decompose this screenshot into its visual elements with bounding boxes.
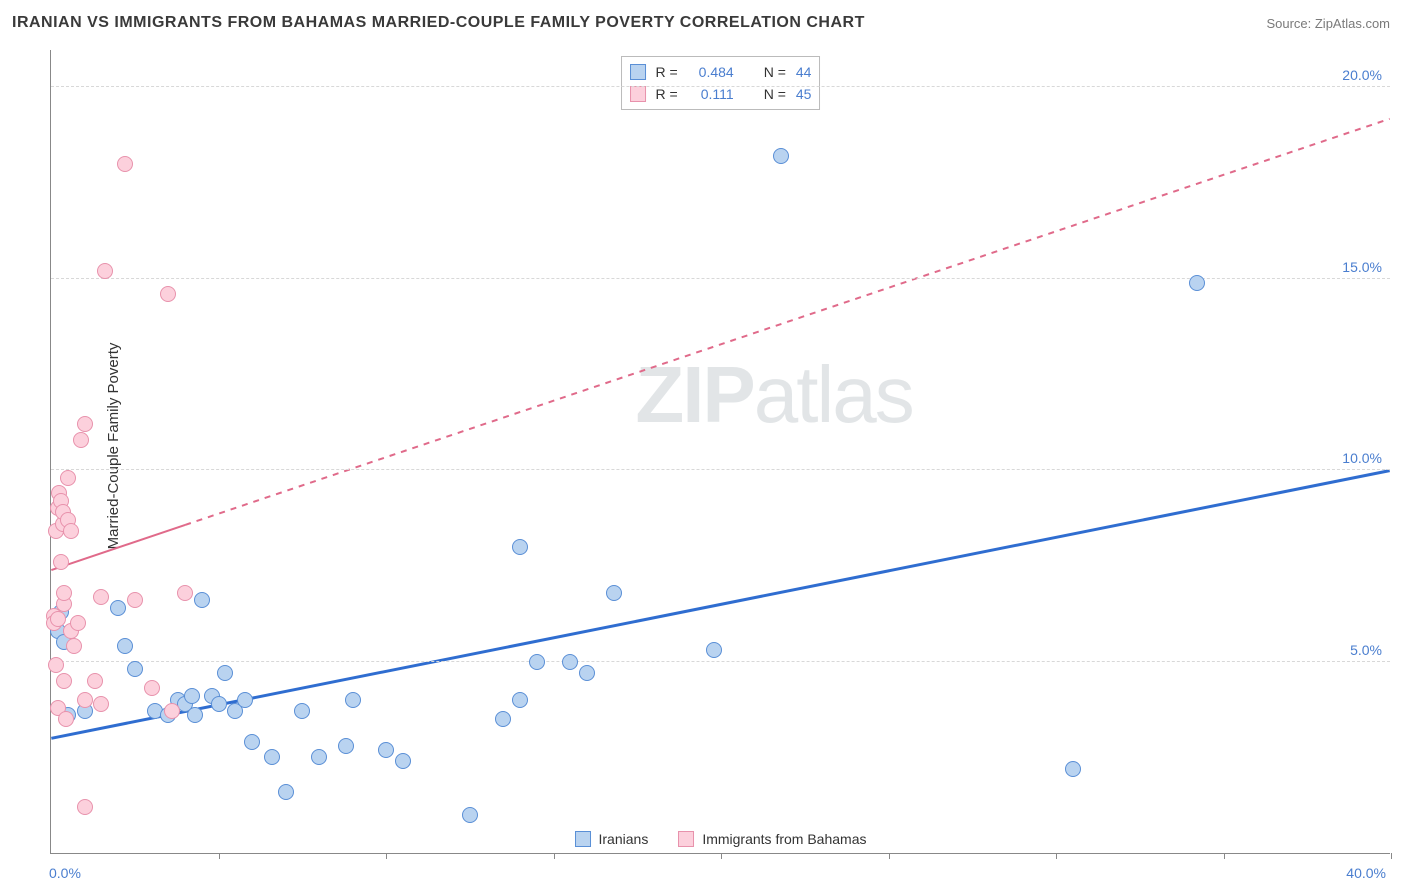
y-tick-label: 5.0% [1350,642,1382,658]
gridline [51,469,1390,470]
data-point-bahamas [77,416,93,432]
chart-title: IRANIAN VS IMMIGRANTS FROM BAHAMAS MARRI… [12,14,865,32]
data-point-iranians [512,692,528,708]
data-point-iranians [512,539,528,555]
data-point-iranians [495,711,511,727]
trend-lines [51,50,1390,853]
source-attribution: Source: ZipAtlas.com [1266,16,1390,31]
data-point-iranians [117,638,133,654]
legend-item-bahamas: Immigrants from Bahamas [678,831,866,847]
data-point-iranians [579,665,595,681]
legend-swatch [630,64,646,80]
data-point-bahamas [70,615,86,631]
x-tick [386,853,387,859]
data-point-iranians [127,661,143,677]
data-point-iranians [1065,761,1081,777]
data-point-bahamas [127,592,143,608]
y-tick-label: 15.0% [1342,259,1382,275]
data-point-bahamas [93,696,109,712]
x-tick [554,853,555,859]
data-point-bahamas [97,263,113,279]
x-tick [1056,853,1057,859]
watermark-light: atlas [754,350,913,439]
data-point-iranians [1189,275,1205,291]
data-point-iranians [294,703,310,719]
data-point-iranians [184,688,200,704]
data-point-iranians [244,734,260,750]
data-point-iranians [110,600,126,616]
y-tick-label: 10.0% [1342,450,1382,466]
scatter-plot-area: ZIPatlas R =0.484N =44R =0.111N =45 Iran… [50,50,1390,854]
x-tick [721,853,722,859]
data-point-iranians [706,642,722,658]
legend-n-label: N = [764,61,786,83]
data-point-iranians [211,696,227,712]
data-point-iranians [529,654,545,670]
data-point-iranians [338,738,354,754]
data-point-iranians [378,742,394,758]
data-point-bahamas [144,680,160,696]
data-point-iranians [773,148,789,164]
data-point-bahamas [77,799,93,815]
legend-series: Iranians Immigrants from Bahamas [575,831,867,847]
legend-label: Iranians [599,831,649,847]
gridline [51,86,1390,87]
data-point-bahamas [164,703,180,719]
data-point-bahamas [63,523,79,539]
data-point-iranians [264,749,280,765]
y-tick-label: 20.0% [1342,67,1382,83]
data-point-iranians [237,692,253,708]
x-tick-label: 0.0% [49,865,81,881]
data-point-bahamas [60,470,76,486]
data-point-bahamas [177,585,193,601]
legend-swatch [630,86,646,102]
data-point-bahamas [87,673,103,689]
data-point-iranians [311,749,327,765]
data-point-iranians [187,707,203,723]
data-point-bahamas [93,589,109,605]
data-point-iranians [278,784,294,800]
data-point-bahamas [58,711,74,727]
data-point-iranians [606,585,622,601]
data-point-bahamas [56,673,72,689]
x-tick [1224,853,1225,859]
data-point-bahamas [66,638,82,654]
watermark-bold: ZIP [635,350,753,439]
gridline [51,661,1390,662]
data-point-bahamas [73,432,89,448]
legend-correlation-box: R =0.484N =44R =0.111N =45 [621,56,821,110]
x-tick [889,853,890,859]
watermark: ZIPatlas [635,349,912,441]
data-point-bahamas [53,554,69,570]
data-point-bahamas [77,692,93,708]
data-point-iranians [395,753,411,769]
data-point-iranians [345,692,361,708]
data-point-iranians [217,665,233,681]
legend-item-iranians: Iranians [575,831,649,847]
data-point-bahamas [56,585,72,601]
data-point-bahamas [50,611,66,627]
data-point-iranians [462,807,478,823]
legend-swatch [678,831,694,847]
data-point-bahamas [117,156,133,172]
legend-r-value: 0.484 [688,61,734,83]
data-point-bahamas [160,286,176,302]
legend-n-value: 44 [796,61,812,83]
legend-corr-row: R = 0.484 N = 44 [630,61,812,83]
legend-label: Immigrants from Bahamas [702,831,866,847]
data-point-bahamas [48,657,64,673]
data-point-iranians [194,592,210,608]
data-point-iranians [562,654,578,670]
x-tick [219,853,220,859]
x-tick [1391,853,1392,859]
legend-r-label: R = [656,61,678,83]
x-tick-label: 40.0% [1346,865,1386,881]
legend-swatch [575,831,591,847]
